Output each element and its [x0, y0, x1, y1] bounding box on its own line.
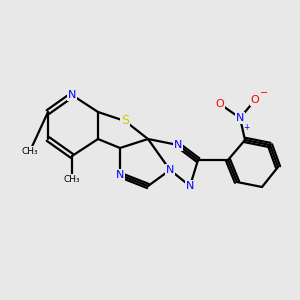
Text: −: −: [260, 88, 268, 98]
Text: N: N: [236, 113, 244, 123]
Text: CH₃: CH₃: [64, 175, 80, 184]
Text: N: N: [174, 140, 182, 150]
Text: N: N: [186, 181, 194, 191]
Text: O: O: [250, 95, 260, 105]
Text: +: +: [243, 124, 249, 133]
Text: N: N: [116, 170, 124, 180]
Text: N: N: [166, 165, 174, 175]
Text: CH₃: CH₃: [22, 146, 38, 155]
Text: N: N: [68, 90, 76, 100]
Text: S: S: [121, 115, 129, 128]
Text: O: O: [216, 99, 224, 109]
